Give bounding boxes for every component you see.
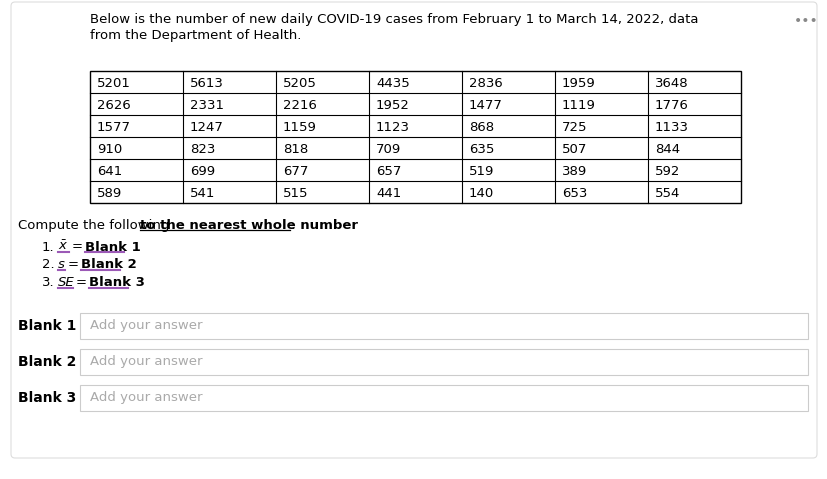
Text: Blank 3: Blank 3	[88, 276, 145, 289]
Text: 2331: 2331	[189, 99, 224, 112]
Text: Blank 1: Blank 1	[85, 240, 141, 253]
Text: 1776: 1776	[654, 99, 688, 112]
Text: 389: 389	[562, 164, 586, 178]
Text: 1159: 1159	[283, 121, 317, 134]
Text: 699: 699	[189, 164, 215, 178]
Text: Compute the following: Compute the following	[18, 218, 174, 231]
Text: 635: 635	[468, 142, 494, 156]
Text: 5613: 5613	[189, 77, 223, 90]
Text: 5205: 5205	[283, 77, 317, 90]
Text: 3648: 3648	[654, 77, 688, 90]
Text: =: =	[68, 259, 79, 272]
Text: 677: 677	[283, 164, 308, 178]
Text: Blank 2: Blank 2	[81, 259, 136, 272]
Text: 519: 519	[468, 164, 494, 178]
Text: Blank 3: Blank 3	[18, 391, 76, 405]
Text: 2216: 2216	[283, 99, 317, 112]
Text: =: =	[72, 240, 83, 253]
Text: Add your answer: Add your answer	[90, 319, 203, 332]
Text: 3.: 3.	[42, 276, 55, 289]
Text: to the nearest whole number: to the nearest whole number	[140, 218, 357, 231]
Text: Add your answer: Add your answer	[90, 391, 203, 404]
Text: 1119: 1119	[562, 99, 595, 112]
Text: 541: 541	[189, 186, 215, 199]
Text: Add your answer: Add your answer	[90, 355, 203, 368]
Text: 844: 844	[654, 142, 679, 156]
Text: :: :	[290, 218, 295, 231]
Text: 1577: 1577	[97, 121, 131, 134]
Text: 1477: 1477	[468, 99, 502, 112]
Text: 2626: 2626	[97, 99, 131, 112]
Text: 1133: 1133	[654, 121, 688, 134]
Text: 641: 641	[97, 164, 122, 178]
Text: 2.: 2.	[42, 259, 55, 272]
Text: 910: 910	[97, 142, 122, 156]
Text: 818: 818	[283, 142, 308, 156]
Text: 554: 554	[654, 186, 680, 199]
Text: Blank 1: Blank 1	[18, 319, 76, 333]
Text: Below is the number of new daily COVID-19 cases from February 1 to March 14, 202: Below is the number of new daily COVID-1…	[90, 13, 698, 26]
Text: SE: SE	[58, 276, 74, 289]
Bar	[80, 349, 807, 375]
Text: 709: 709	[375, 142, 401, 156]
Text: 725: 725	[562, 121, 587, 134]
Text: 5201: 5201	[97, 77, 131, 90]
Text: 823: 823	[189, 142, 215, 156]
FancyBboxPatch shape	[11, 2, 816, 458]
Text: 140: 140	[468, 186, 494, 199]
Text: s: s	[58, 259, 65, 272]
Text: 1.: 1.	[42, 240, 55, 253]
Bar	[80, 313, 807, 339]
Text: from the Department of Health.: from the Department of Health.	[90, 29, 301, 42]
Text: 1123: 1123	[375, 121, 409, 134]
Text: 2836: 2836	[468, 77, 502, 90]
Text: 653: 653	[562, 186, 586, 199]
Text: 4435: 4435	[375, 77, 409, 90]
Text: 1247: 1247	[189, 121, 223, 134]
Text: 657: 657	[375, 164, 401, 178]
Bar	[80, 385, 807, 411]
Text: 507: 507	[562, 142, 586, 156]
Text: 1952: 1952	[375, 99, 409, 112]
Bar	[90, 71, 740, 203]
Text: 515: 515	[283, 186, 308, 199]
Text: 589: 589	[97, 186, 122, 199]
Text: 441: 441	[375, 186, 401, 199]
Text: =: =	[76, 276, 87, 289]
Text: •••: •••	[792, 14, 817, 28]
Text: $\bar{x}$: $\bar{x}$	[58, 240, 68, 253]
Text: 592: 592	[654, 164, 680, 178]
Text: Blank 2: Blank 2	[18, 355, 76, 369]
Text: 868: 868	[468, 121, 494, 134]
Text: 1959: 1959	[562, 77, 595, 90]
